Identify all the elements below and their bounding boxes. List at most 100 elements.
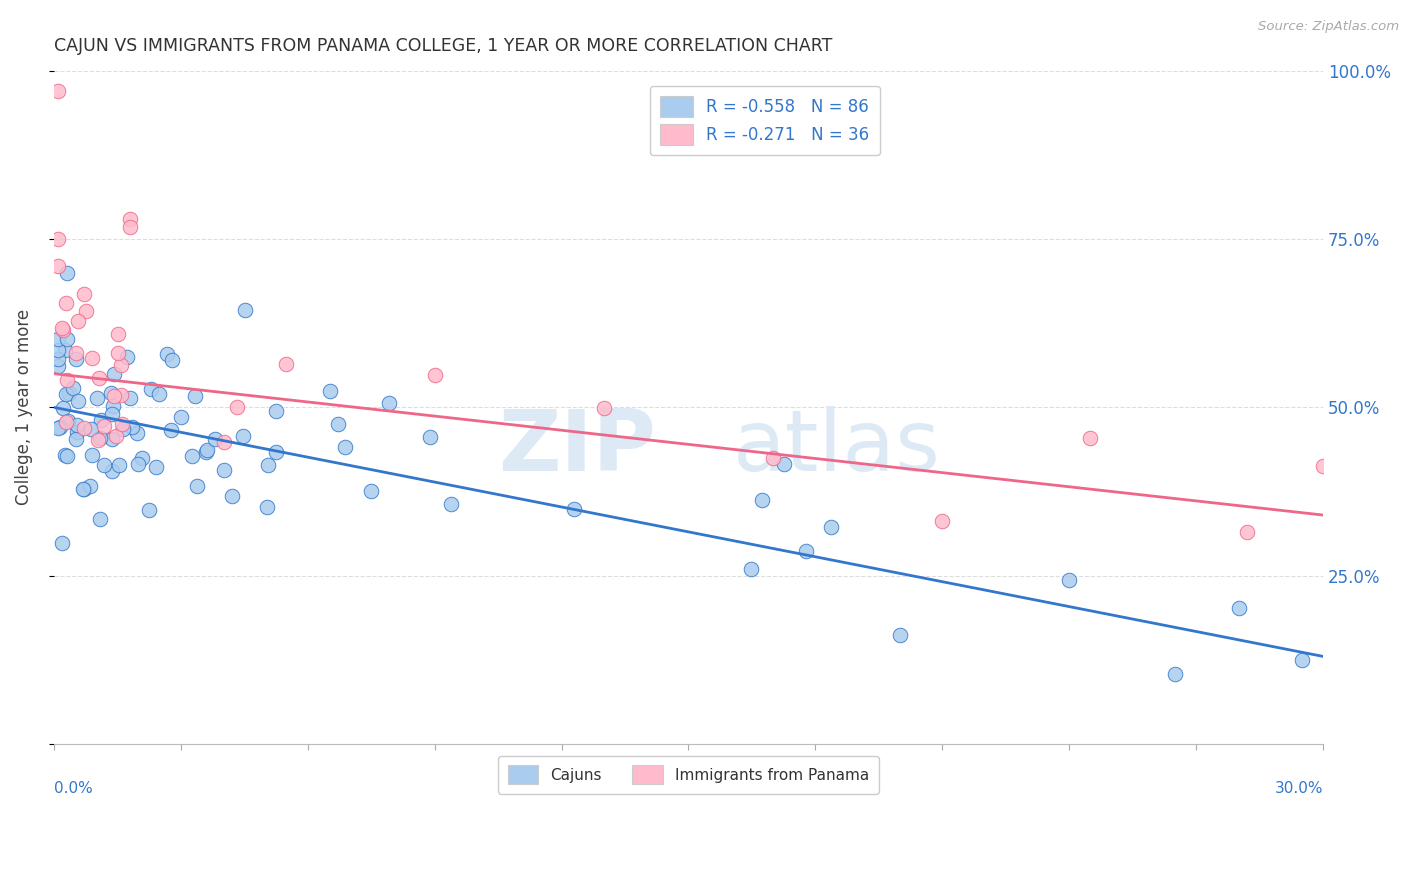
Point: [82, 351, 104, 366]
Point: [46, 232, 69, 246]
Point: [56, 332, 79, 346]
Point: [145, 459, 167, 474]
Point: [120, 211, 142, 226]
Point: [49, 420, 72, 434]
Point: [101, 464, 124, 478]
Point: [131, 450, 153, 465]
Point: [53, 448, 76, 462]
Point: [46, 359, 69, 373]
Point: [55, 386, 77, 401]
Point: [335, 441, 357, 455]
Point: [204, 433, 226, 447]
Text: ZIP: ZIP: [498, 406, 655, 489]
Point: [46, 343, 69, 357]
Point: [100, 407, 122, 421]
Point: [740, 562, 762, 576]
Point: [46, 332, 69, 346]
Point: [100, 433, 122, 447]
Point: [796, 544, 818, 558]
Point: [141, 382, 163, 396]
Point: [276, 357, 298, 371]
Point: [53, 343, 76, 357]
Point: [87, 433, 110, 447]
Point: [127, 458, 149, 472]
Point: [1164, 666, 1187, 681]
Point: [51, 536, 73, 550]
Point: [160, 423, 183, 437]
Point: [104, 429, 127, 443]
Point: [225, 400, 247, 414]
Point: [221, 490, 243, 504]
Point: [360, 484, 382, 499]
Point: [65, 345, 87, 359]
Point: [79, 479, 101, 493]
Point: [103, 388, 125, 402]
Point: [592, 401, 614, 415]
Point: [889, 628, 911, 642]
Text: atlas: atlas: [733, 406, 941, 489]
Point: [110, 388, 132, 402]
Point: [562, 502, 585, 516]
Point: [72, 482, 94, 496]
Point: [79, 422, 101, 436]
Point: [65, 351, 87, 366]
Point: [156, 347, 179, 361]
Point: [75, 304, 97, 318]
Point: [127, 425, 149, 440]
Y-axis label: College, 1 year or more: College, 1 year or more: [15, 310, 32, 506]
Point: [183, 389, 205, 403]
Point: [66, 425, 89, 439]
Point: [56, 414, 79, 428]
Point: [110, 359, 132, 373]
Point: [820, 520, 842, 534]
Point: [931, 514, 953, 528]
Point: [72, 483, 94, 497]
Point: [55, 296, 77, 310]
Point: [212, 463, 235, 477]
Point: [440, 497, 463, 511]
Point: [186, 478, 208, 492]
Point: [256, 500, 278, 515]
Point: [55, 266, 77, 280]
Point: [1059, 573, 1081, 587]
Point: [264, 404, 287, 418]
Point: [1227, 601, 1250, 615]
Point: [90, 412, 112, 426]
Text: Source: ZipAtlas.com: Source: ZipAtlas.com: [1258, 20, 1399, 33]
Point: [377, 396, 399, 410]
Point: [118, 391, 141, 405]
Point: [751, 492, 773, 507]
Point: [148, 387, 170, 401]
Point: [86, 392, 108, 406]
Point: [115, 351, 138, 365]
Point: [195, 445, 218, 459]
Point: [103, 367, 125, 381]
Point: [103, 399, 125, 413]
Point: [66, 417, 89, 432]
Point: [46, 421, 69, 435]
Point: [66, 394, 89, 409]
Point: [46, 259, 69, 273]
Point: [1312, 458, 1334, 473]
Point: [214, 434, 236, 449]
Point: [55, 372, 77, 386]
Point: [87, 371, 110, 385]
Point: [111, 422, 134, 436]
Point: [264, 444, 287, 458]
Legend: Cajuns, Immigrants from Panama: Cajuns, Immigrants from Panama: [498, 756, 879, 794]
Point: [46, 352, 69, 367]
Point: [82, 448, 104, 462]
Point: [1291, 653, 1313, 667]
Point: [326, 417, 349, 431]
Point: [73, 286, 96, 301]
Point: [318, 384, 340, 398]
Point: [72, 421, 94, 435]
Point: [51, 320, 73, 334]
Point: [46, 84, 69, 98]
Point: [773, 458, 796, 472]
Point: [52, 401, 75, 416]
Point: [93, 419, 115, 434]
Point: [1236, 525, 1258, 540]
Point: [93, 458, 115, 472]
Point: [160, 353, 183, 368]
